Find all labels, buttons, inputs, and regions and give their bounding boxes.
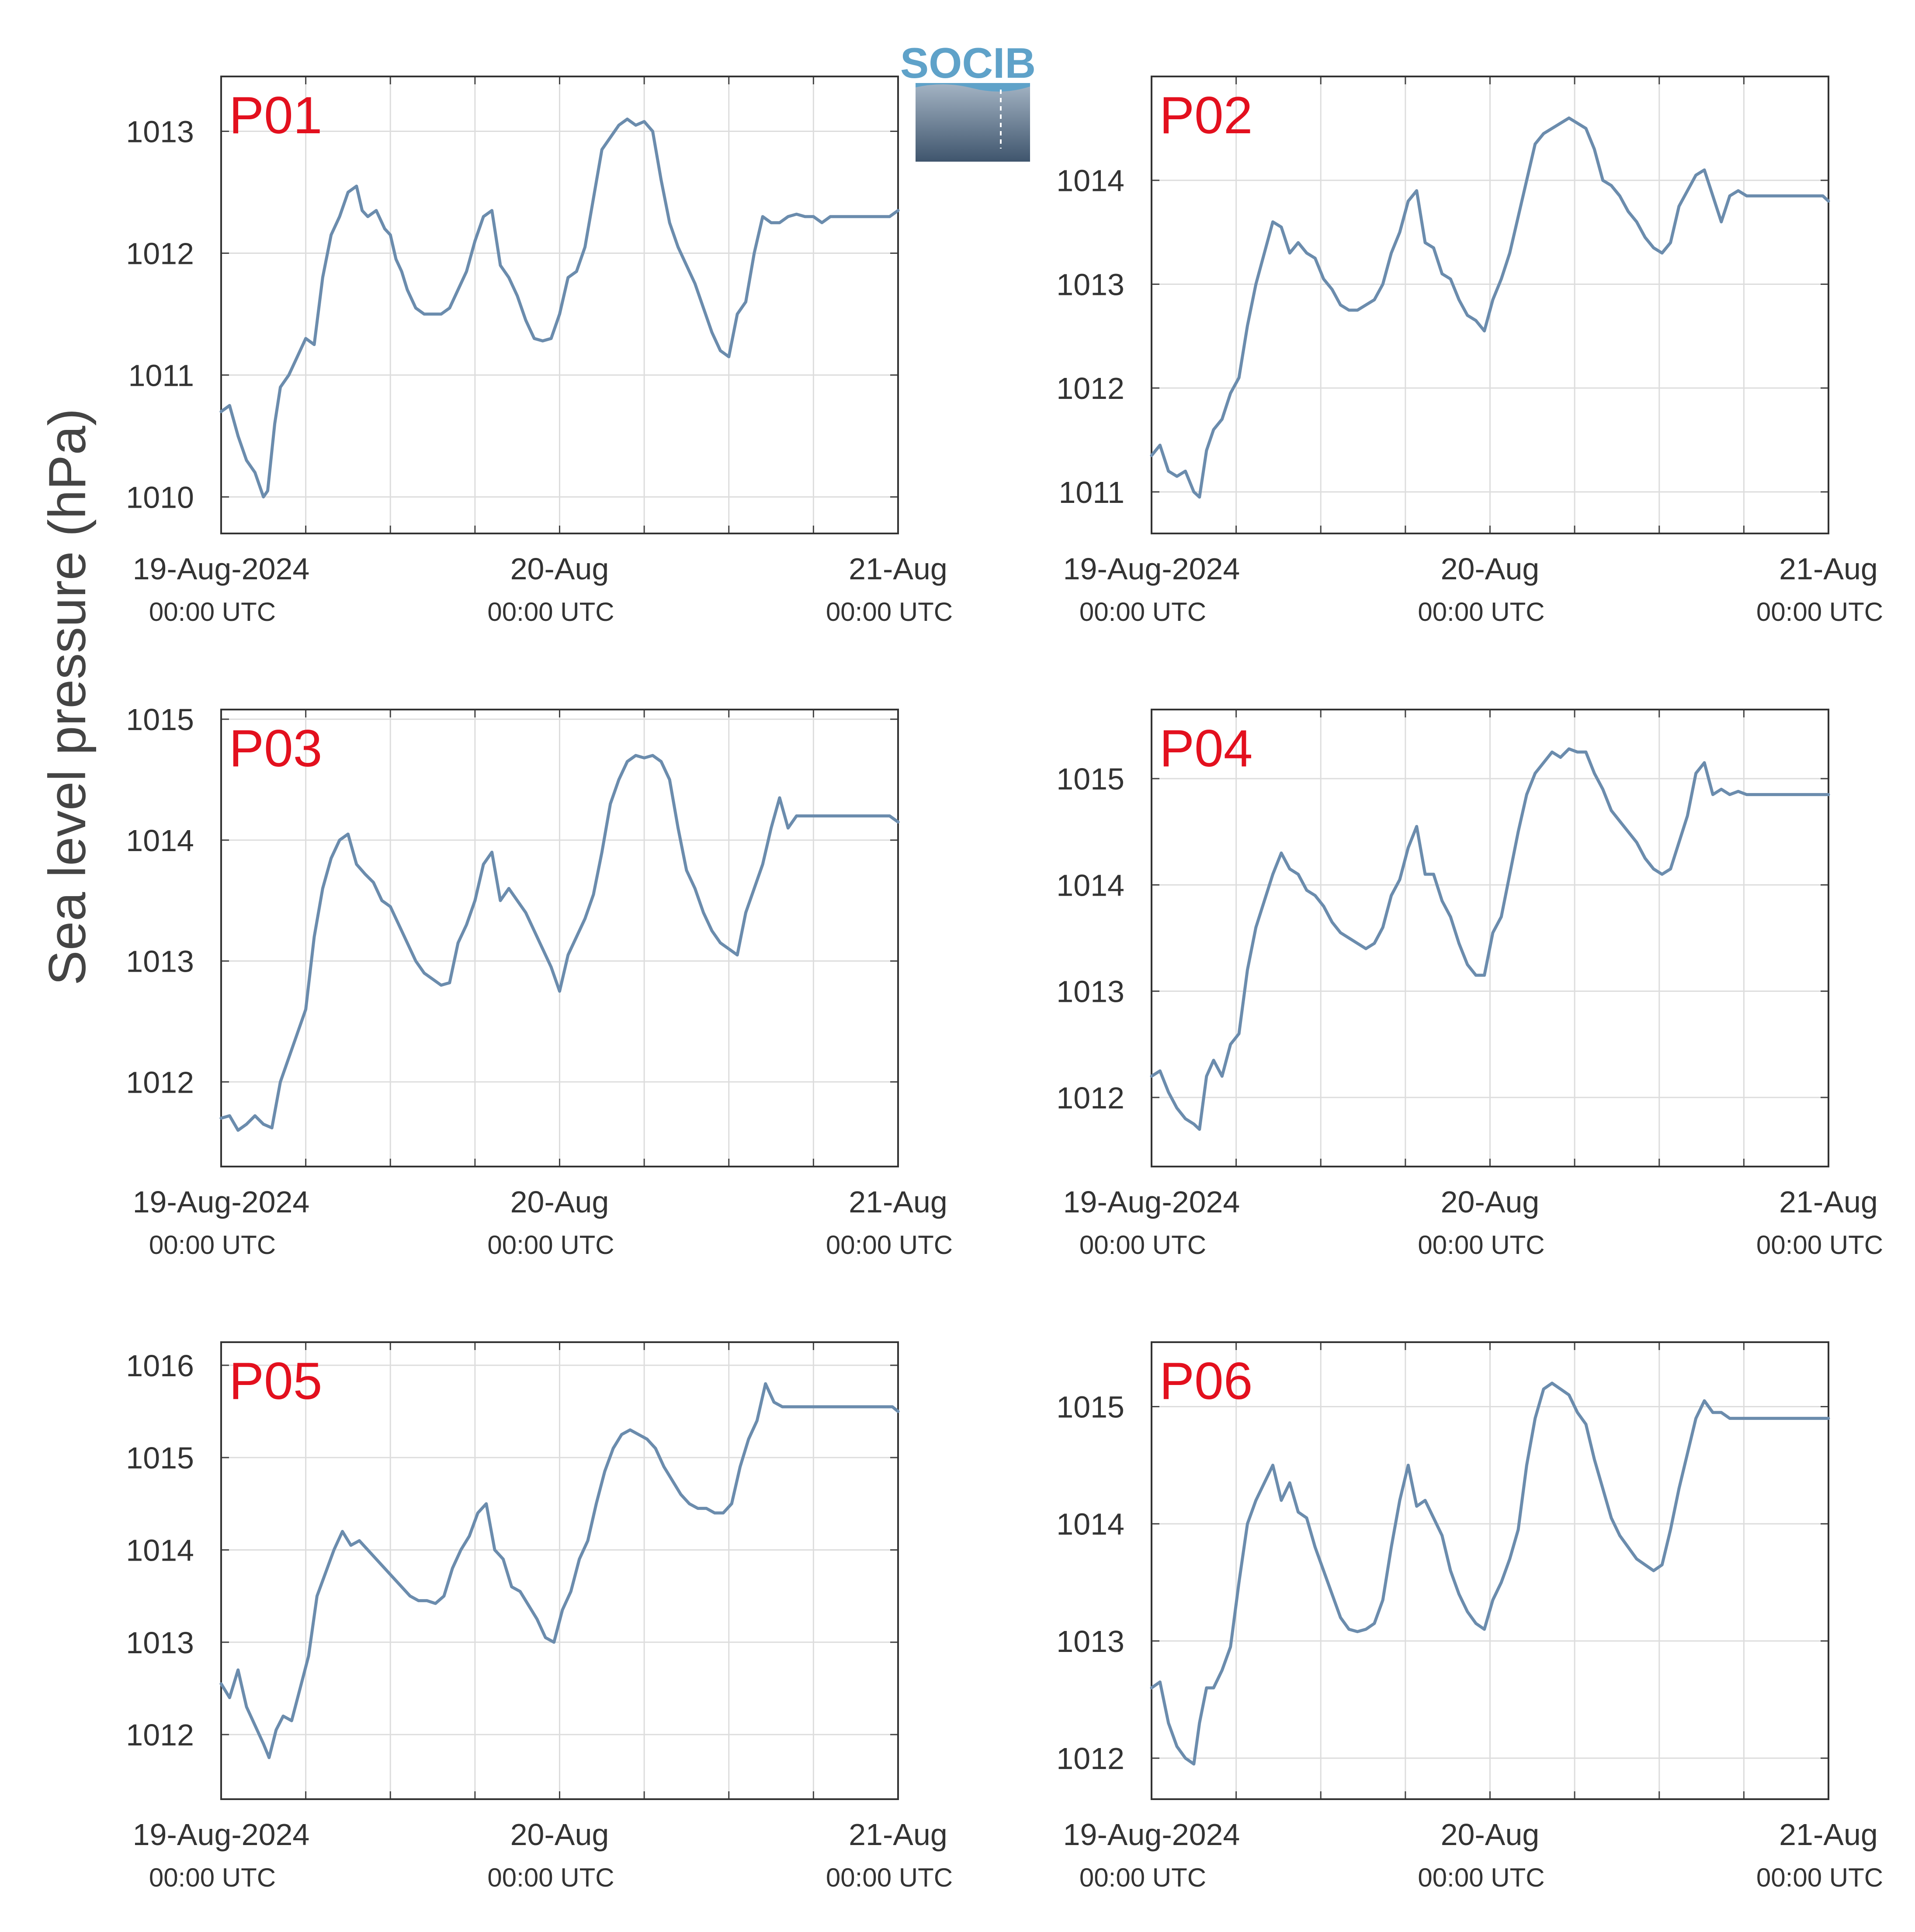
x-tick-label: 21-Aug xyxy=(1779,552,1878,586)
station-label: P03 xyxy=(229,719,323,778)
x-tick-label: 20-Aug xyxy=(1441,1185,1540,1219)
station-label: P01 xyxy=(229,86,323,145)
x-tick-label: 19-Aug-2024 xyxy=(133,1185,310,1219)
x-tick-label: 20-Aug xyxy=(510,1185,609,1219)
pressure-series-line xyxy=(1150,116,1830,499)
y-tick-label: 1013 xyxy=(1056,975,1124,1009)
x-tick-label: 21-Aug xyxy=(849,552,947,586)
y-tick-label: 1012 xyxy=(1056,1081,1124,1115)
x-tick-sublabel: 00:00 UTC xyxy=(1418,1863,1544,1892)
y-tick-label: 1013 xyxy=(1056,1624,1124,1658)
socib-logo: SOCIB xyxy=(900,39,1036,162)
y-tick-label: 1012 xyxy=(1056,371,1124,405)
pressure-series-line xyxy=(1150,1381,1830,1766)
chart-p01: 1010 1011 1012 1013 19-Aug-2024 00:00 UTC 20-A… xyxy=(126,76,953,627)
y-tick-label: 1014 xyxy=(1056,164,1124,198)
chart-p03: 1012 1013 1014 1015 19-Aug-2024 00:00 UTC 20-A… xyxy=(126,703,953,1260)
y-tick-label: 1015 xyxy=(126,1441,194,1475)
x-tick-sublabel: 00:00 UTC xyxy=(487,1863,614,1892)
station-label: P04 xyxy=(1159,719,1253,778)
x-tick-sublabel: 00:00 UTC xyxy=(149,1863,276,1892)
y-tick-label: 1013 xyxy=(126,945,194,979)
pressure-series-line xyxy=(219,754,900,1132)
x-tick-sublabel: 00:00 UTC xyxy=(149,597,276,627)
x-tick-label: 20-Aug xyxy=(510,1818,609,1852)
pressure-series-line xyxy=(219,1382,900,1759)
y-tick-label: 1016 xyxy=(126,1349,194,1383)
y-tick-label: 1011 xyxy=(1058,475,1124,509)
x-tick-sublabel: 00:00 UTC xyxy=(826,597,953,627)
y-tick-label: 1012 xyxy=(126,236,194,270)
chart-p04: 1012 1013 1014 1015 19-Aug-2024 00:00 UTC 20-A… xyxy=(1056,709,1883,1260)
plot-frame xyxy=(1151,76,1829,534)
y-tick-label: 1011 xyxy=(128,358,194,392)
x-tick-label: 19-Aug-2024 xyxy=(133,1818,310,1852)
y-axis-label: Sea level pressure (hPa) xyxy=(38,409,97,986)
plot-frame xyxy=(220,1341,899,1800)
y-tick-label: 1012 xyxy=(126,1718,194,1752)
x-tick-label: 19-Aug-2024 xyxy=(1063,552,1240,586)
x-tick-label: 21-Aug xyxy=(849,1818,947,1852)
pressure-series-line xyxy=(1150,747,1830,1131)
x-tick-sublabel: 00:00 UTC xyxy=(1079,1230,1206,1260)
x-tick-sublabel: 00:00 UTC xyxy=(487,597,614,627)
y-tick-label: 1014 xyxy=(126,824,194,858)
chart-p05: 1012 1013 1014 1015 1016 19-Aug-2024 00:00 UTC… xyxy=(126,1341,953,1892)
x-tick-label: 19-Aug-2024 xyxy=(1063,1818,1240,1852)
x-tick-label: 21-Aug xyxy=(1779,1185,1878,1219)
x-tick-sublabel: 00:00 UTC xyxy=(1079,1863,1206,1892)
x-tick-sublabel: 00:00 UTC xyxy=(1418,597,1544,627)
y-tick-label: 1010 xyxy=(126,480,194,514)
x-tick-label: 21-Aug xyxy=(849,1185,947,1219)
plot-frame xyxy=(1151,709,1829,1167)
y-tick-label: 1013 xyxy=(1056,267,1124,301)
y-tick-label: 1012 xyxy=(1056,1742,1124,1776)
plot-frame xyxy=(220,76,899,534)
chart-p02: 1011 1012 1013 1014 19-Aug-2024 00:00 UTC 20-A… xyxy=(1056,76,1883,627)
plot-frame xyxy=(220,709,899,1167)
x-tick-sublabel: 00:00 UTC xyxy=(487,1230,614,1260)
panels: 1010 1011 1012 1013 19-Aug-2024 00:00 UTC 20-A… xyxy=(126,76,1883,1892)
x-tick-label: 20-Aug xyxy=(1441,1818,1540,1852)
x-tick-sublabel: 00:00 UTC xyxy=(149,1230,276,1260)
y-tick-label: 1015 xyxy=(1056,762,1124,796)
pressure-series-line xyxy=(219,118,900,499)
x-tick-sublabel: 00:00 UTC xyxy=(1418,1230,1544,1260)
logo-block xyxy=(916,83,1030,162)
station-label: P02 xyxy=(1159,86,1253,145)
x-tick-label: 21-Aug xyxy=(1779,1818,1878,1852)
plot-frame xyxy=(1151,1341,1829,1800)
x-tick-label: 19-Aug-2024 xyxy=(1063,1185,1240,1219)
x-tick-sublabel: 00:00 UTC xyxy=(1756,597,1883,627)
y-tick-label: 1014 xyxy=(1056,1507,1124,1541)
x-tick-sublabel: 00:00 UTC xyxy=(1079,597,1206,627)
station-label: P05 xyxy=(229,1352,323,1410)
y-tick-label: 1013 xyxy=(126,1626,194,1660)
station-label: P06 xyxy=(1159,1352,1253,1410)
y-tick-label: 1015 xyxy=(126,703,194,737)
y-tick-label: 1013 xyxy=(126,115,194,149)
x-tick-label: 19-Aug-2024 xyxy=(133,552,310,586)
logo-text: SOCIB xyxy=(900,39,1036,87)
x-tick-sublabel: 00:00 UTC xyxy=(1756,1230,1883,1260)
y-tick-label: 1012 xyxy=(126,1065,194,1099)
x-tick-label: 20-Aug xyxy=(510,552,609,586)
x-tick-sublabel: 00:00 UTC xyxy=(826,1863,953,1892)
logo-wave xyxy=(916,83,1030,92)
x-tick-label: 20-Aug xyxy=(1441,552,1540,586)
x-tick-sublabel: 00:00 UTC xyxy=(826,1230,953,1260)
chart-p06: 1012 1013 1014 1015 19-Aug-2024 00:00 UTC 20-A… xyxy=(1056,1341,1883,1892)
y-tick-label: 1015 xyxy=(1056,1390,1124,1424)
y-tick-label: 1014 xyxy=(126,1533,194,1567)
y-tick-label: 1014 xyxy=(1056,868,1124,902)
x-tick-sublabel: 00:00 UTC xyxy=(1756,1863,1883,1892)
